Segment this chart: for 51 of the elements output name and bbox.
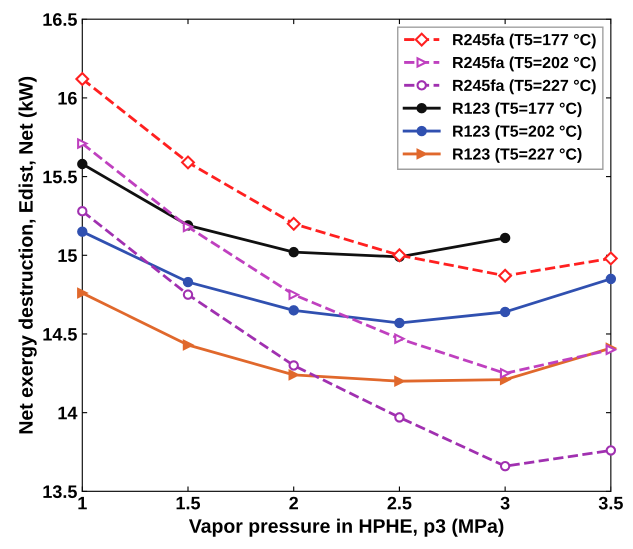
y-tick-label: 13.5 [43,485,77,498]
x-tick-label: 3 [500,496,510,510]
point [394,318,405,328]
point [182,340,194,350]
point [394,376,405,386]
x-tick-label: 2 [289,496,298,510]
point [288,360,299,371]
point [606,344,616,355]
legend-label: R245fa (T5=202 °C) [453,56,596,72]
point [604,251,618,266]
y-tick-label: 16 [58,92,77,105]
y-tick-label: 16.5 [43,13,77,26]
point [77,158,88,170]
x-tick-label: 3.5 [598,496,623,510]
point [286,216,301,231]
point [498,268,512,283]
point [500,232,510,244]
point [606,445,616,456]
x-axis-title: Vapor pressure in HPHE, p3 (MPa) [188,518,504,537]
point [182,276,194,288]
point [500,460,510,472]
point [500,368,510,379]
point [394,412,405,423]
point [394,333,405,344]
point [75,72,90,86]
legend-label: R245fa (T5=177 °C) [453,34,596,48]
point [288,246,299,258]
legend-label: R123 (T5=202 °C) [453,125,582,140]
point [288,370,299,380]
point [606,274,616,284]
point [181,155,195,170]
point [77,138,88,149]
y-tick-label: 14 [58,406,78,420]
y-tick-label: 14.5 [43,328,77,341]
x-tick-label: 1 [78,496,87,510]
y-tick-label: 15.5 [43,170,77,184]
point [500,306,510,318]
x-tick-label: 2.5 [388,496,412,510]
point [288,289,299,300]
legend-label: R123 (T5=177 °C) [453,102,582,118]
point [77,226,88,237]
point [77,288,88,298]
x-tick-label: 1.5 [176,496,200,510]
legend-label: R245fa (T5=227 °C) [453,79,596,94]
point [182,289,194,300]
y-axis-title: Net exergy destruction, Edist, Net (kW) [18,76,37,434]
y-tick-label: 15 [58,249,77,262]
point [392,248,406,262]
point [288,305,299,316]
legend-label: R123 (T5=227 °C) [453,148,582,163]
point [77,206,88,216]
